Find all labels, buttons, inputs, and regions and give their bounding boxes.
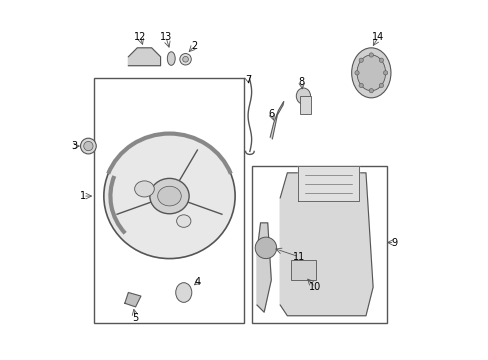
Text: 1: 1	[80, 191, 86, 201]
Text: 9: 9	[391, 238, 397, 248]
Text: 10: 10	[308, 282, 321, 292]
Bar	[94, 78, 244, 323]
Ellipse shape	[167, 52, 175, 65]
Polygon shape	[298, 166, 358, 202]
Text: 14: 14	[371, 32, 384, 42]
Polygon shape	[128, 48, 160, 66]
Ellipse shape	[157, 186, 181, 206]
Ellipse shape	[134, 181, 154, 197]
Circle shape	[83, 141, 93, 151]
Bar	[290, 260, 315, 280]
Circle shape	[81, 138, 96, 154]
Polygon shape	[280, 173, 372, 316]
Circle shape	[180, 54, 191, 65]
Circle shape	[358, 58, 363, 62]
Text: 12: 12	[134, 32, 146, 42]
Circle shape	[358, 83, 363, 87]
Polygon shape	[270, 102, 283, 139]
Circle shape	[368, 89, 373, 93]
Circle shape	[354, 71, 358, 75]
Ellipse shape	[103, 134, 235, 258]
Polygon shape	[257, 223, 271, 312]
Text: 4: 4	[195, 277, 201, 287]
Ellipse shape	[356, 55, 385, 91]
Ellipse shape	[296, 88, 310, 104]
Ellipse shape	[149, 179, 189, 214]
Circle shape	[368, 53, 373, 57]
Text: 7: 7	[244, 75, 251, 85]
Text: 6: 6	[268, 109, 274, 119]
Text: 3: 3	[72, 141, 78, 151]
Bar	[251, 166, 386, 323]
Ellipse shape	[175, 283, 191, 302]
Circle shape	[379, 58, 383, 62]
Circle shape	[255, 237, 276, 258]
Text: 8: 8	[298, 77, 304, 87]
Text: 5: 5	[132, 312, 139, 323]
Text: 2: 2	[191, 41, 197, 51]
Circle shape	[379, 83, 383, 87]
Bar	[299, 96, 310, 114]
Polygon shape	[124, 293, 141, 307]
Text: 11: 11	[292, 252, 305, 262]
Ellipse shape	[351, 48, 390, 98]
Circle shape	[183, 57, 188, 62]
Text: 13: 13	[160, 32, 172, 42]
Circle shape	[383, 71, 387, 75]
Ellipse shape	[176, 215, 190, 227]
